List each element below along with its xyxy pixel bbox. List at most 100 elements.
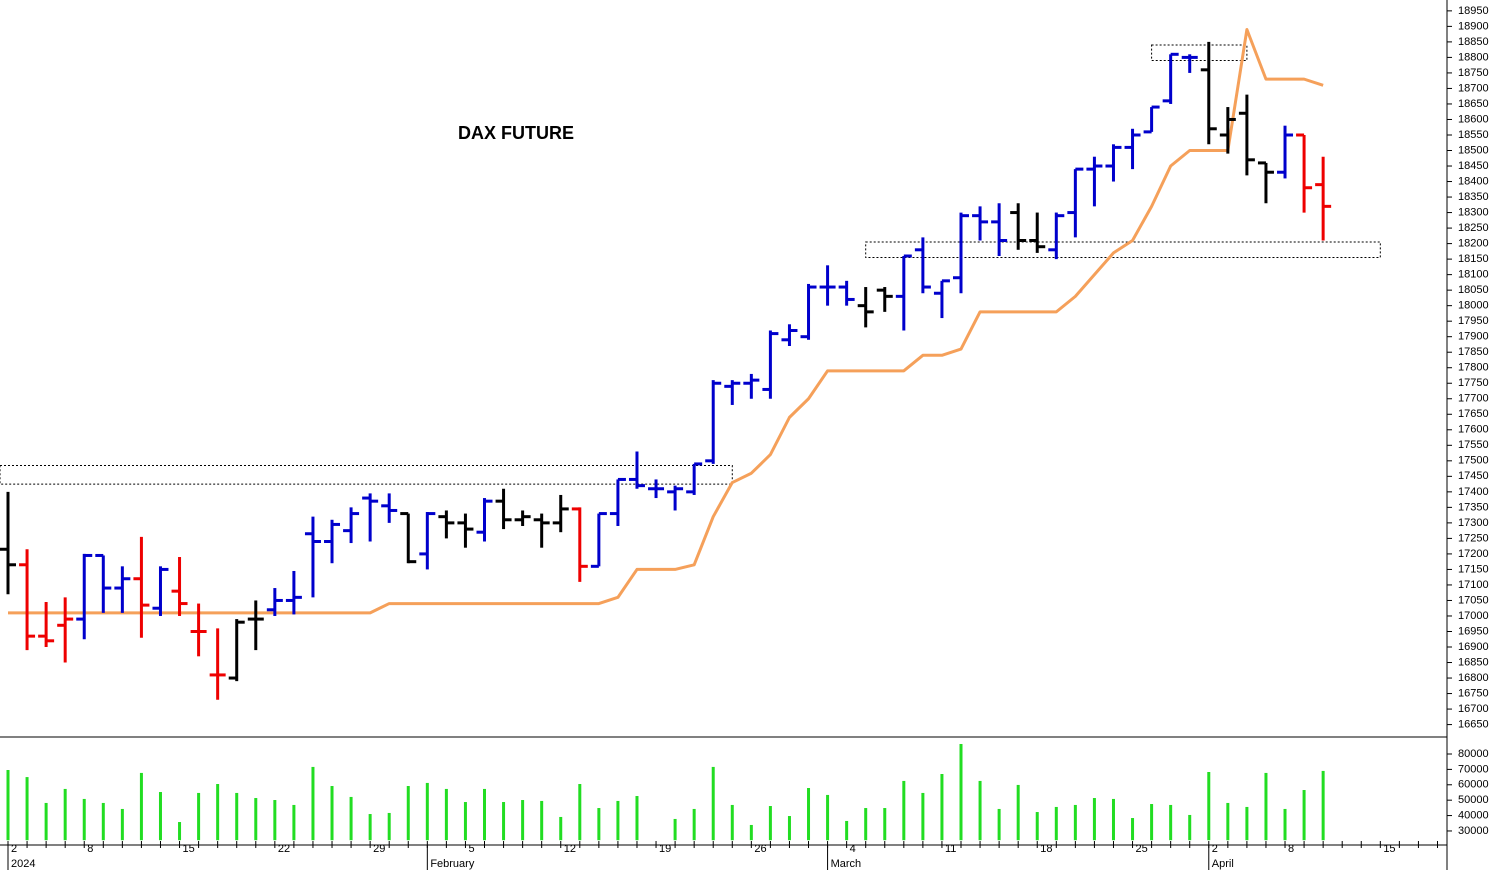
y-tick-label: 17600 xyxy=(1458,424,1489,436)
y-tick-label: 17900 xyxy=(1458,331,1489,343)
y-tick-label: 18450 xyxy=(1458,160,1489,172)
y-tick-label: 18050 xyxy=(1458,284,1489,296)
y-tick-label: 17850 xyxy=(1458,346,1489,358)
zone-box xyxy=(0,464,733,485)
volume-bar xyxy=(330,786,334,841)
volume-bar xyxy=(597,808,601,841)
zone-box xyxy=(865,241,1381,259)
volume-bar xyxy=(368,814,372,841)
y-tick-label: 18350 xyxy=(1458,191,1489,203)
volume-bar xyxy=(1169,804,1173,841)
volume-bar xyxy=(616,800,620,841)
volume-bar xyxy=(82,798,86,841)
y-tick-label: 17050 xyxy=(1458,594,1489,606)
y-tick-label: 17100 xyxy=(1458,579,1489,591)
x-tick-label: 22 xyxy=(278,843,290,855)
y-tick-label: 16950 xyxy=(1458,625,1489,637)
volume-bar xyxy=(425,782,429,841)
volume-bar xyxy=(349,796,353,841)
x-tick-label: 5 xyxy=(468,843,474,855)
volume-bar xyxy=(749,824,753,841)
y-tick-label: 17950 xyxy=(1458,315,1489,327)
volume-bar xyxy=(787,816,791,841)
volume-bar xyxy=(178,822,182,841)
y-tick-label: 18500 xyxy=(1458,144,1489,156)
volume-bar xyxy=(559,816,563,841)
y-tick-label: 16900 xyxy=(1458,641,1489,653)
y-tick-label: 18750 xyxy=(1458,67,1489,79)
y2-tick-label: 60000 xyxy=(1458,779,1489,791)
x-tick-label: 15 xyxy=(1383,843,1395,855)
volume-bar xyxy=(1111,798,1115,841)
month-label: April xyxy=(1212,858,1234,870)
y-tick-label: 18900 xyxy=(1458,20,1489,32)
y-tick-label: 17200 xyxy=(1458,548,1489,560)
y-tick-label: 18000 xyxy=(1458,300,1489,312)
stop-line xyxy=(8,27,1324,615)
volume-bar xyxy=(826,794,830,841)
volume-bar xyxy=(1283,808,1287,841)
volume-bar xyxy=(197,792,201,841)
volume-bar xyxy=(845,820,849,841)
volume-bar xyxy=(978,780,982,841)
x-tick-label: 25 xyxy=(1136,843,1148,855)
y-tick-label: 17650 xyxy=(1458,408,1489,420)
volume-bar xyxy=(1054,806,1058,841)
volume-bar xyxy=(254,798,258,841)
y-tick-label: 17500 xyxy=(1458,455,1489,467)
y-tick-label: 18400 xyxy=(1458,175,1489,187)
volume-bar xyxy=(1016,784,1020,841)
volume-bar xyxy=(1207,772,1211,841)
volume-bar xyxy=(1226,802,1230,841)
y2-tick-label: 70000 xyxy=(1458,763,1489,775)
x-tick-label: 2 xyxy=(11,843,17,855)
volume-bar xyxy=(387,812,391,841)
x-tick-label: 18 xyxy=(1040,843,1052,855)
y-tick-label: 18800 xyxy=(1458,51,1489,63)
volume-bar xyxy=(1035,812,1039,841)
x-tick-label: 2 xyxy=(1212,843,1218,855)
volume-bar xyxy=(997,808,1001,841)
volume-bar xyxy=(1150,804,1154,841)
volume-bar xyxy=(235,792,239,841)
y-tick-label: 16650 xyxy=(1458,718,1489,730)
y-tick-label: 18850 xyxy=(1458,36,1489,48)
volume-bar xyxy=(1302,790,1306,841)
y-tick-label: 17450 xyxy=(1458,470,1489,482)
volume-bar xyxy=(940,774,944,841)
volume-bar xyxy=(807,788,811,841)
volume-bar xyxy=(959,743,963,841)
volume-bar xyxy=(502,802,506,841)
volume-bar xyxy=(1264,772,1268,841)
chart-title: DAX FUTURE xyxy=(458,123,574,143)
volume-bar xyxy=(521,800,525,841)
y-tick-label: 17550 xyxy=(1458,439,1489,451)
y2-tick-label: 30000 xyxy=(1458,825,1489,837)
volume-bar xyxy=(1092,798,1096,841)
volume-bar xyxy=(673,818,677,841)
y-tick-label: 16700 xyxy=(1458,703,1489,715)
volume-bar xyxy=(711,766,715,841)
y-tick-label: 17300 xyxy=(1458,517,1489,529)
volume-bar xyxy=(730,804,734,841)
y-tick-label: 18700 xyxy=(1458,82,1489,94)
y2-tick-label: 50000 xyxy=(1458,794,1489,806)
volume-bar xyxy=(292,804,296,841)
volume-bar xyxy=(1321,770,1325,841)
y-tick-label: 18300 xyxy=(1458,206,1489,218)
month-label: 2024 xyxy=(11,858,35,870)
volume-bar xyxy=(540,800,544,841)
x-tick-label: 8 xyxy=(1288,843,1294,855)
x-tick-label: 15 xyxy=(183,843,195,855)
volume-bar xyxy=(902,780,906,841)
y-tick-label: 16800 xyxy=(1458,672,1489,684)
volume-bar xyxy=(921,792,925,841)
volume-bar xyxy=(273,800,277,841)
volume-bar xyxy=(216,784,220,841)
y-tick-label: 18250 xyxy=(1458,222,1489,234)
volume-bar xyxy=(1188,814,1192,841)
volume-bar xyxy=(311,766,315,841)
y2-tick-label: 40000 xyxy=(1458,809,1489,821)
